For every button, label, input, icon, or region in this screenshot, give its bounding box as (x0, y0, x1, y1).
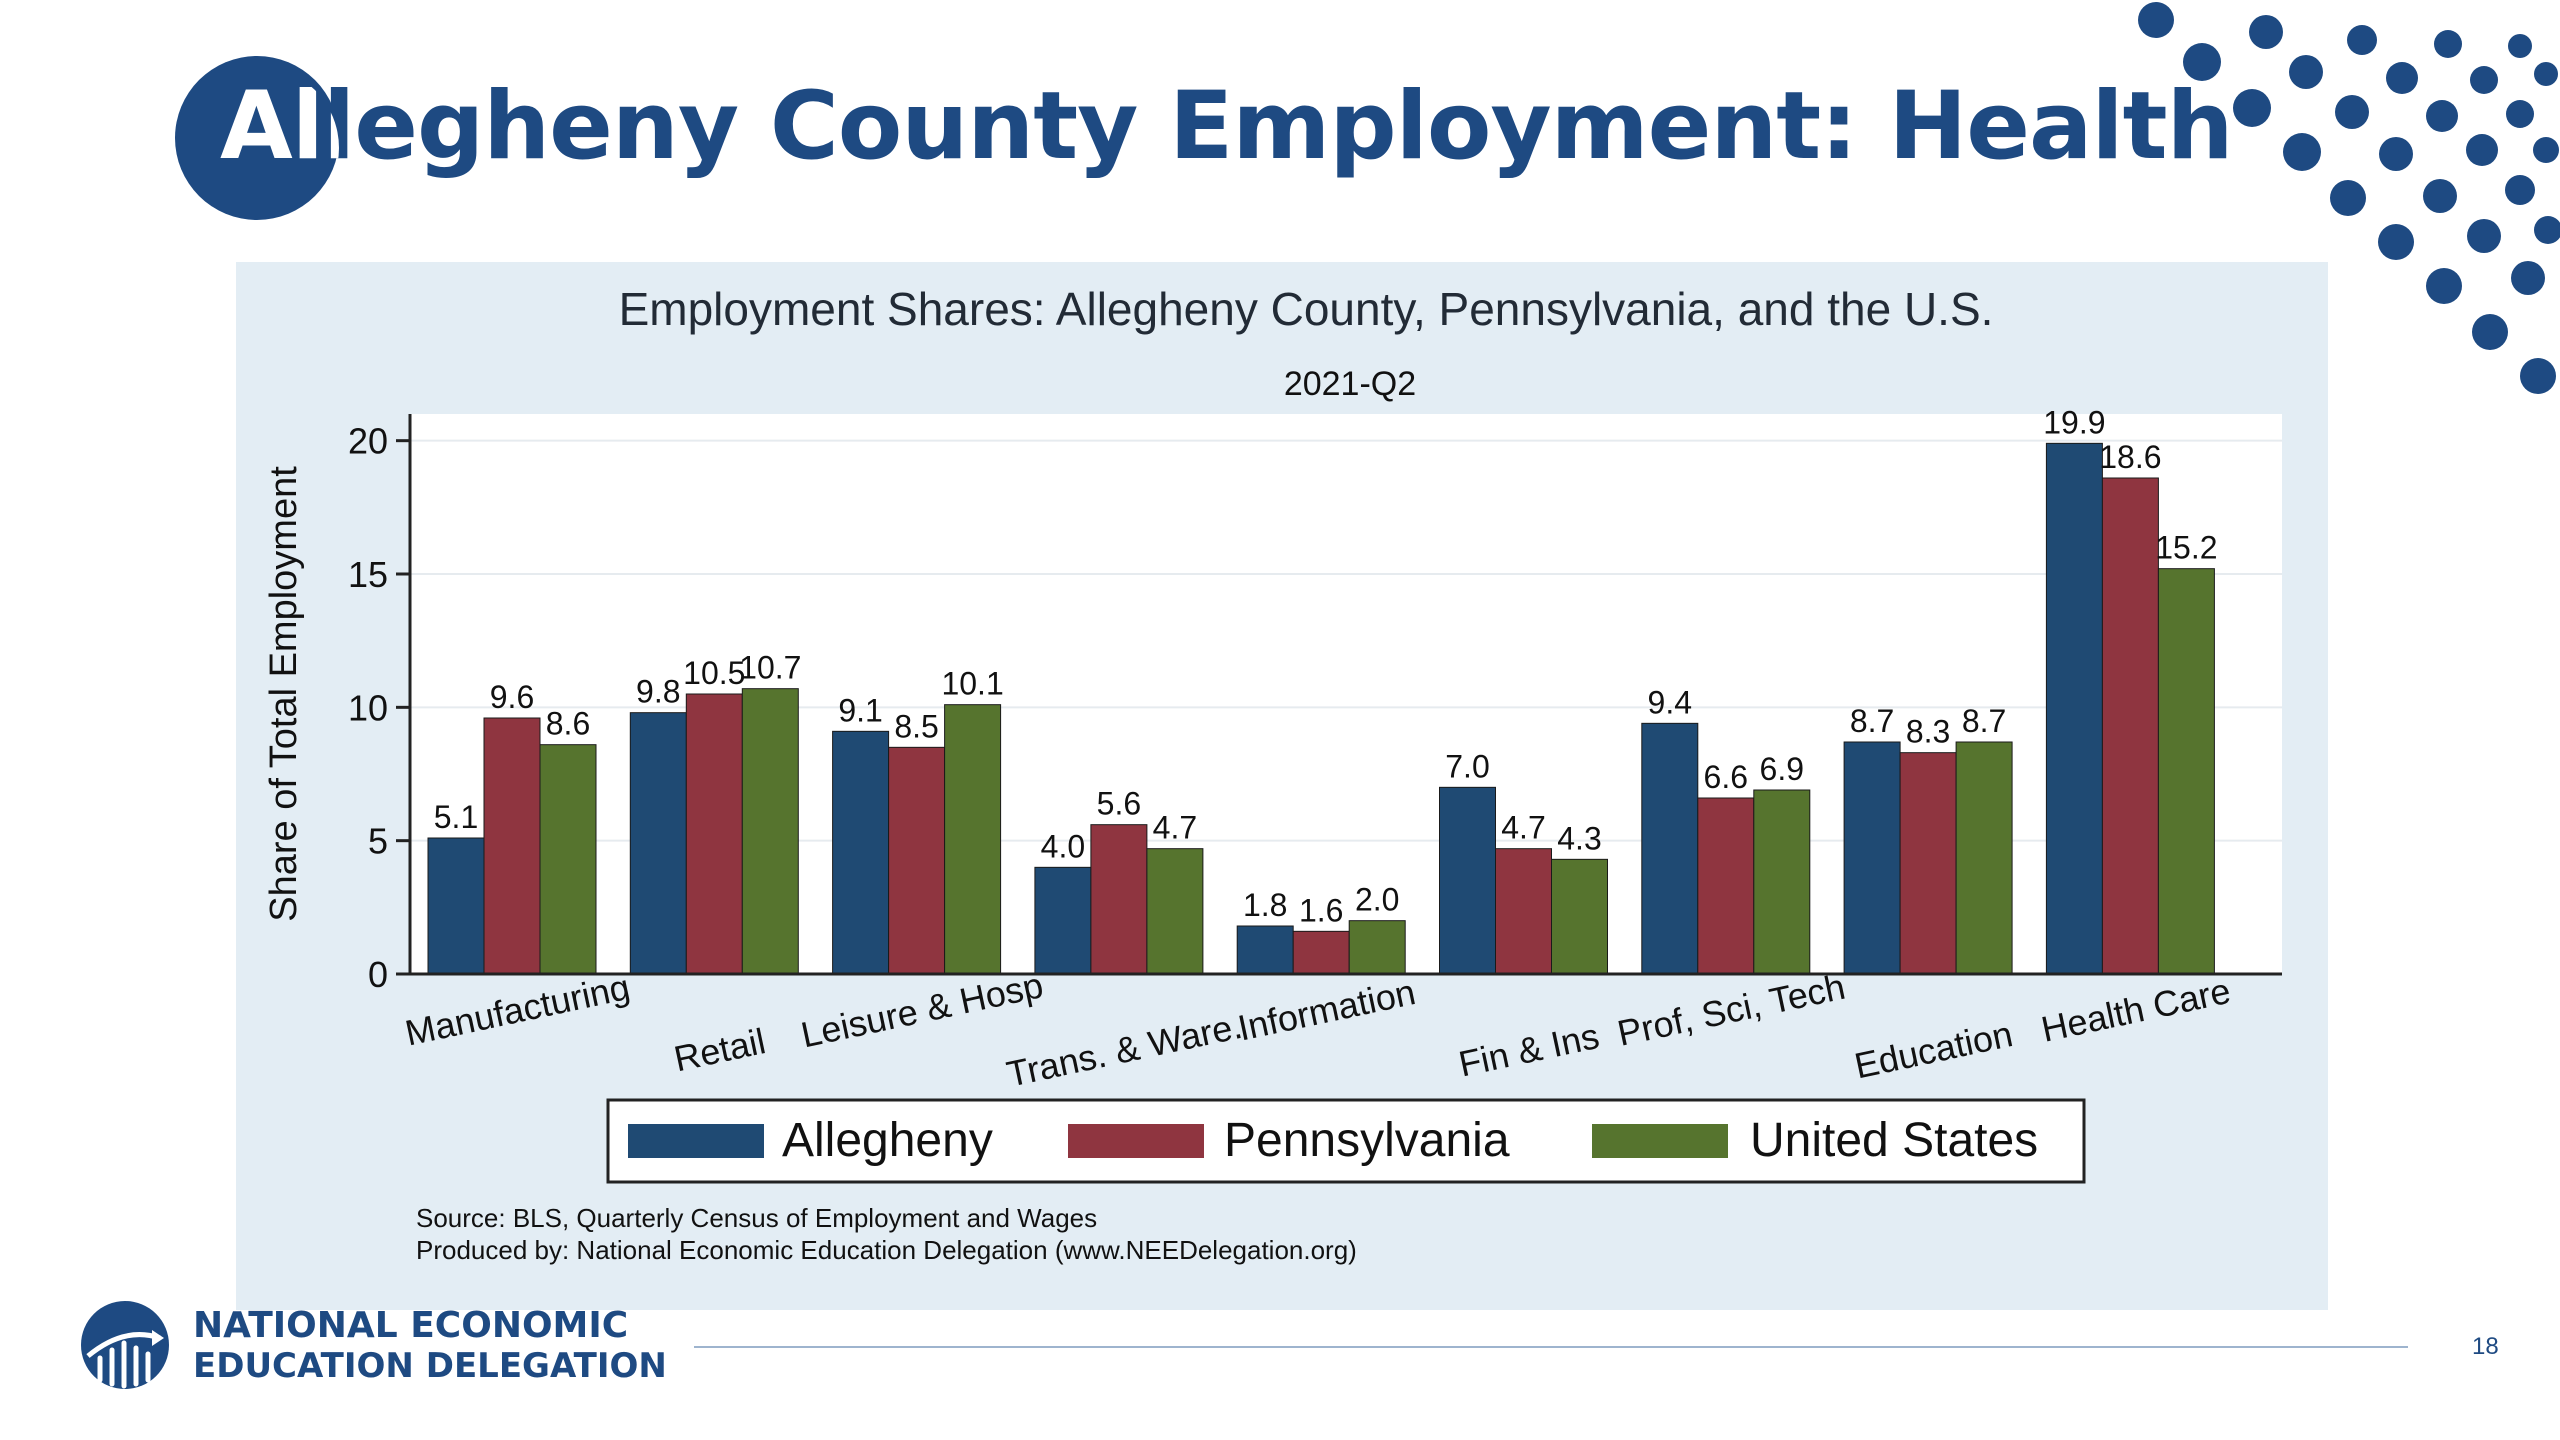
bar-7-0 (1843, 741, 1901, 975)
nee-logo-icon (81, 1301, 169, 1389)
value-label-7-0: 8.7 (1850, 703, 1894, 739)
value-label-8-0: 19.9 (2043, 404, 2105, 440)
bar-8-0 (2045, 442, 2103, 975)
value-label-6-1: 6.6 (1704, 759, 1748, 795)
x-tick-label: Information (1234, 971, 1419, 1049)
legend-label-united-states: United States (1750, 1114, 2038, 1167)
slide-title: Allegheny County Employment: Health (220, 72, 2233, 181)
legend-box (606, 1098, 2086, 1184)
bar-5-1 (1495, 848, 1552, 975)
legend-swatch-allegheny (628, 1124, 764, 1158)
x-tick-label: Leisure & Hosp (797, 964, 1046, 1055)
x-tick-label: Fin & Ins (1455, 1015, 1602, 1085)
bar-1-0 (629, 712, 687, 975)
bar-1-1 (685, 693, 743, 975)
source-note: Source: BLS, Quarterly Census of Employm… (416, 1203, 1097, 1233)
x-tick-label: Retail (670, 1020, 769, 1079)
x-tick-labels: Manufacturing Retail Leisure & HospTrans. … (402, 964, 2234, 1095)
legend-label-allegheny: Allegheny (782, 1114, 993, 1167)
bar-chart: Employment Shares: Allegheny County, Pen… (263, 283, 2282, 1265)
producer-note: Produced by: National Economic Education… (416, 1235, 1357, 1265)
bar-0-1 (483, 717, 541, 975)
x-tick-label: Trans. & Ware. (1003, 1005, 1246, 1095)
bar-3-2 (1146, 848, 1204, 975)
legend-swatch-united-states (1592, 1124, 1728, 1158)
value-label-6-0: 9.4 (1648, 684, 1692, 720)
value-label-7-1: 8.3 (1906, 714, 1950, 750)
organization-name-line1: NATIONAL ECONOMIC (193, 1305, 629, 1346)
decorative-dot-pattern (2138, 2, 2560, 394)
value-label-3-1: 5.6 (1097, 786, 1141, 822)
legend-swatch-pennsylvania (1068, 1124, 1204, 1158)
value-label-3-0: 4.0 (1041, 828, 1085, 864)
value-label-4-2: 2.0 (1355, 882, 1399, 918)
bar-2-2 (944, 704, 1002, 975)
y-tick-label: 5 (368, 821, 388, 862)
bar-0-0 (427, 837, 485, 975)
legend-label-pennsylvania: Pennsylvania (1224, 1114, 1510, 1167)
y-tick-label: 15 (348, 554, 388, 595)
bars (427, 442, 2215, 975)
value-label-2-1: 8.5 (894, 708, 938, 744)
value-label-5-0: 7.0 (1445, 748, 1489, 784)
x-tick-label: Manufacturing (402, 966, 634, 1054)
bar-2-1 (888, 746, 946, 975)
x-tick-label: Education (1851, 1013, 2016, 1086)
bar-4-0 (1236, 925, 1294, 975)
value-label-6-2: 6.9 (1760, 751, 1804, 787)
bar-2-0 (832, 730, 890, 975)
value-label-0-2: 8.6 (546, 706, 590, 742)
bar-5-2 (1551, 858, 1608, 975)
bar-7-2 (1955, 741, 2013, 975)
organization-name: NATIONAL ECONOMIC EDUCATION DELEGATION (193, 1305, 667, 1387)
value-label-1-0: 9.8 (636, 674, 680, 710)
chart-panel: Employment Shares: Allegheny County, Pen… (236, 262, 2328, 1310)
organization-name-line2: EDUCATION DELEGATION (193, 1346, 667, 1386)
bar-4-2 (1348, 920, 1406, 975)
bar-0-2 (539, 744, 597, 975)
value-label-2-0: 9.1 (838, 692, 882, 728)
footer-divider (694, 1346, 2408, 1348)
bar-3-0 (1034, 866, 1092, 975)
value-label-0-0: 5.1 (434, 799, 478, 835)
value-label-5-2: 4.3 (1557, 820, 1601, 856)
value-label-4-1: 1.6 (1299, 892, 1343, 928)
bar-1-2 (741, 688, 799, 975)
value-label-7-2: 8.7 (1962, 703, 2006, 739)
bar-7-1 (1899, 752, 1957, 975)
x-tick-label: Health Care (2038, 970, 2234, 1050)
bar-8-1 (2101, 477, 2159, 975)
y-tick-label: 0 (368, 954, 388, 995)
title-circle-accent (175, 56, 339, 220)
y-axis-label: Share of Total Employment (263, 466, 305, 922)
value-label-5-1: 4.7 (1501, 810, 1545, 846)
bar-8-2 (2157, 568, 2215, 975)
bar-6-1 (1697, 797, 1755, 975)
chart-subtitle: 2021-Q2 (1284, 365, 1416, 403)
bar-3-1 (1090, 824, 1148, 975)
value-label-8-2: 15.2 (2155, 530, 2217, 566)
y-ticks: 0 5 10 15 20 (348, 421, 410, 995)
y-tick-label: 20 (348, 421, 388, 462)
bar-5-0 (1439, 786, 1496, 975)
value-label-1-1: 10.5 (683, 655, 745, 691)
value-label-1-2: 10.7 (739, 650, 801, 686)
bar-6-0 (1641, 722, 1699, 975)
value-label-3-2: 4.7 (1153, 810, 1197, 846)
value-label-4-0: 1.8 (1243, 887, 1287, 923)
chart-title: Employment Shares: Allegheny County, Pen… (619, 283, 1994, 335)
value-label-0-1: 9.6 (490, 679, 534, 715)
value-labels: 5.1 9.6 8.6 9.810.510.7 9.1 8.510.1 4.0 5.6 4.7 1… (434, 404, 2218, 928)
y-tick-label: 10 (348, 687, 388, 728)
page-number: 18 (2472, 1333, 2499, 1360)
bar-4-1 (1292, 930, 1350, 975)
value-label-2-2: 10.1 (941, 666, 1003, 702)
x-tick-label: Prof, Sci, Tech (1614, 966, 1849, 1054)
bar-6-2 (1753, 789, 1811, 975)
value-label-8-1: 18.6 (2099, 439, 2161, 475)
